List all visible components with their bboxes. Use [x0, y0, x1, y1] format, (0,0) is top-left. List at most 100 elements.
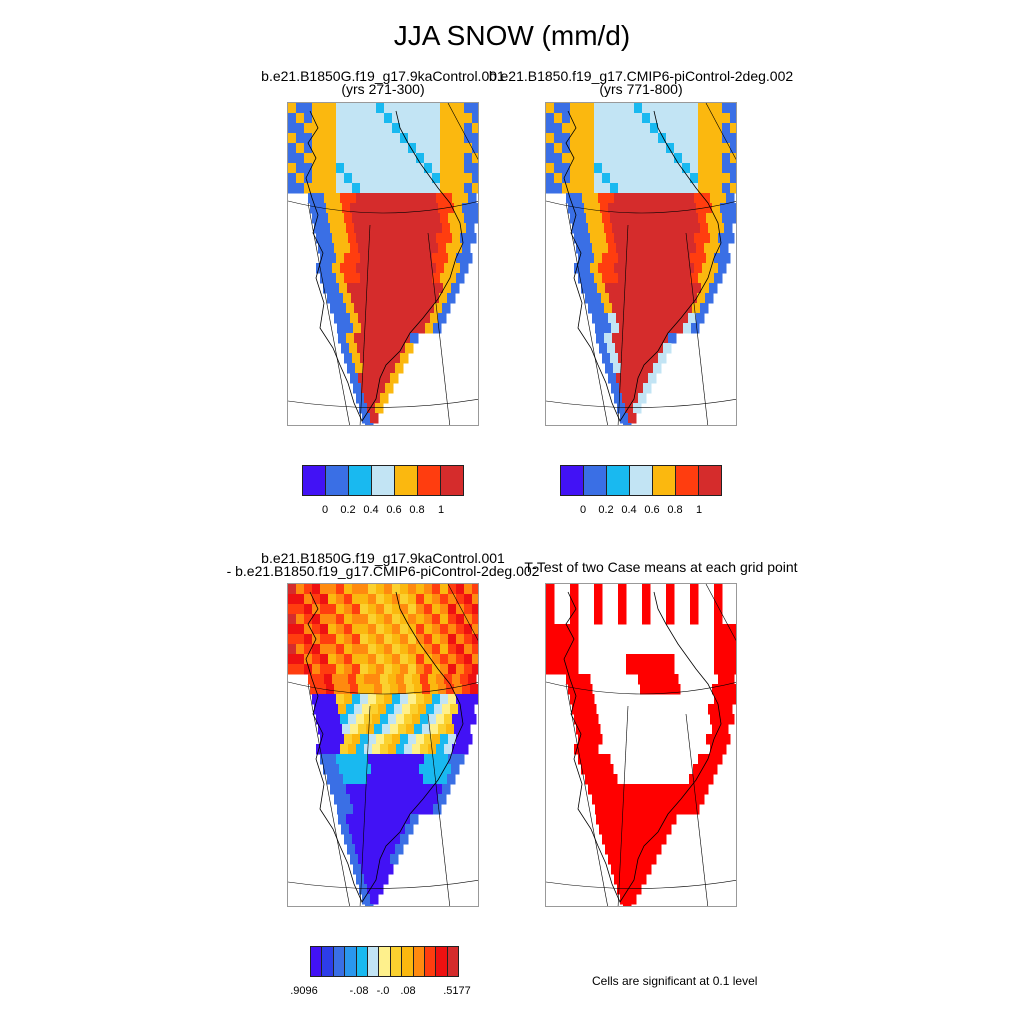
grid-cell: [380, 233, 389, 244]
grid-cell: [570, 173, 579, 184]
grid-cell: [384, 353, 393, 364]
grid-cell: [601, 774, 610, 785]
grid-cell: [415, 774, 424, 785]
grid-cell: [312, 133, 321, 144]
grid-cell: [456, 614, 465, 625]
grid-cell: [578, 143, 587, 154]
grid-cell: [666, 123, 675, 134]
grid-cell: [424, 173, 433, 184]
grid-cell: [680, 313, 689, 324]
grid-cell: [594, 584, 603, 595]
longitude-line: [685, 232, 709, 425]
grid-cell: [650, 353, 659, 364]
grid-cell: [621, 283, 630, 294]
grid-cell: [438, 313, 447, 324]
grid-cell: [448, 163, 457, 174]
grid-cell: [594, 604, 603, 615]
grid-cell: [688, 243, 697, 254]
grid-cell: [360, 163, 369, 174]
grid-cell: [384, 213, 393, 224]
grid-cell: [626, 213, 635, 224]
grid-cell: [714, 734, 723, 745]
grid-cell: [722, 133, 731, 144]
grid-cell: [460, 193, 469, 204]
grid-cell: [668, 303, 677, 314]
grid-cell: [664, 203, 673, 214]
grid-cell: [350, 794, 359, 805]
grid-cell: [632, 794, 641, 805]
grid-cell: [726, 714, 735, 725]
grid-cell: [659, 323, 668, 334]
grid-cell: [554, 183, 563, 194]
grid-cell: [354, 704, 363, 715]
grid-cell: [336, 213, 345, 224]
grid-cell: [436, 193, 445, 204]
grid-cell: [722, 253, 731, 264]
grid-cell: [376, 834, 385, 845]
grid-cell: [638, 674, 647, 685]
colorbar-swatch: [326, 466, 349, 495]
grid-cell: [338, 814, 347, 825]
grid-cell: [578, 213, 587, 224]
grid-cell: [338, 223, 347, 234]
grid-cell: [439, 293, 448, 304]
grid-cell: [358, 794, 367, 805]
grid-cell: [682, 113, 691, 124]
grid-cell: [456, 173, 465, 184]
grid-cell: [408, 103, 417, 114]
grid-cell: [586, 183, 595, 194]
grid-cell: [330, 303, 339, 314]
grid-cell: [714, 103, 723, 114]
grid-cell: [376, 654, 385, 665]
grid-cell: [288, 604, 297, 615]
grid-cell: [464, 734, 473, 745]
grid-cell: [706, 173, 715, 184]
grid-cell: [690, 153, 699, 164]
grid-cell: [416, 604, 425, 615]
grid-cell: [628, 784, 637, 795]
grid-cell: [402, 784, 411, 795]
grid-cell: [730, 173, 736, 184]
grid-cell: [402, 303, 411, 314]
grid-cell: [400, 103, 409, 114]
grid-cell: [296, 634, 305, 645]
grid-cell: [460, 263, 469, 274]
grid-cell: [342, 313, 351, 324]
grid-cell: [304, 123, 313, 134]
grid-cell: [714, 253, 723, 264]
grid-cell: [674, 113, 683, 124]
grid-cell: [352, 273, 361, 284]
grid-cell: [352, 664, 361, 675]
grid-cell: [572, 223, 581, 234]
grid-cell: [722, 113, 731, 124]
grid-cell: [360, 253, 369, 264]
grid-cell: [334, 243, 343, 254]
grid-cell: [344, 353, 353, 364]
grid-cell: [316, 674, 325, 685]
grid-cell: [372, 233, 381, 244]
colorbar-swatch: [345, 947, 357, 976]
grid-cell: [633, 403, 642, 414]
grid-cell: [362, 704, 371, 715]
grid-cell: [645, 283, 654, 294]
grid-cell: [384, 694, 393, 705]
grid-cell: [646, 233, 655, 244]
grid-cell: [448, 133, 457, 144]
grid-cell: [626, 664, 635, 675]
map-panel-case2: [545, 102, 737, 426]
grid-cell: [594, 754, 603, 765]
grid-cell: [637, 283, 646, 294]
grid-cell: [356, 674, 365, 685]
grid-cell: [624, 313, 633, 324]
grid-cell: [352, 624, 361, 635]
grid-cell: [358, 684, 367, 695]
grid-cell: [635, 864, 644, 875]
grid-cell: [618, 253, 627, 264]
grid-cell: [456, 754, 465, 765]
grid-cell: [590, 263, 599, 274]
grid-cell: [312, 183, 321, 194]
grid-cell: [722, 634, 731, 645]
grid-cell: [634, 253, 643, 264]
grid-cell: [360, 353, 369, 364]
grid-cell: [392, 253, 401, 264]
